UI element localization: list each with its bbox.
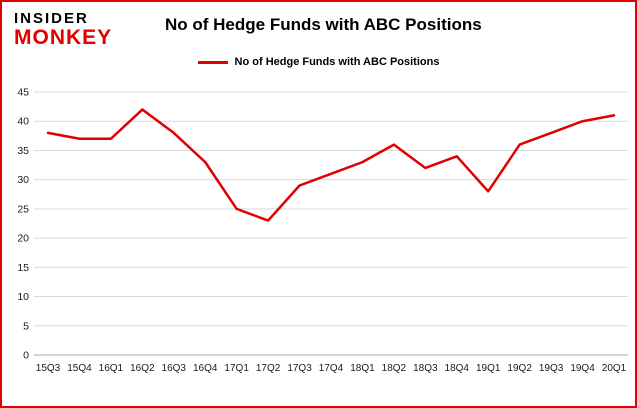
y-tick-label: 35: [17, 145, 29, 157]
logo-text-insider: INSIDER: [14, 10, 89, 27]
plot-area: 0 5 10 15 20 25 30 35 40 45 15Q3 15Q4 16Q1 16Q2 16Q3 16…: [6, 82, 634, 397]
x-tick-label: 16Q2: [130, 363, 155, 374]
chart-title: No of Hedge Funds with ABC Positions: [165, 15, 482, 34]
x-tick-label: 16Q1: [99, 363, 124, 374]
y-tick-label: 25: [17, 203, 29, 215]
x-tick-label: 16Q4: [193, 363, 218, 374]
x-tick-label: 18Q4: [445, 363, 470, 374]
legend: No of Hedge Funds with ABC Positions: [2, 56, 635, 68]
line-chart: 0 5 10 15 20 25 30 35 40 45 15Q3 15Q4 16Q1 16Q2 16Q3 16…: [17, 87, 628, 374]
x-tick-label: 19Q3: [539, 363, 564, 374]
y-tick-label: 5: [23, 320, 29, 332]
y-tick-label: 0: [23, 350, 29, 362]
legend-label: No of Hedge Funds with ABC Positions: [234, 56, 440, 68]
x-tick-label: 17Q1: [224, 363, 249, 374]
y-tick-label: 20: [17, 233, 29, 245]
x-tick-label: 16Q3: [162, 363, 187, 374]
x-tick-label: 19Q4: [570, 363, 595, 374]
y-tick-label: 15: [17, 262, 29, 274]
x-tick-label: 17Q2: [256, 363, 281, 374]
x-tick-label: 17Q4: [319, 363, 344, 374]
insider-monkey-logo: INSIDER MONKEY: [14, 11, 112, 49]
x-tick-label: 18Q2: [382, 363, 407, 374]
series-line: [46, 108, 616, 222]
x-tick-label: 15Q3: [36, 363, 61, 374]
y-tick-label: 30: [17, 174, 29, 186]
y-tick-label: 40: [17, 116, 29, 128]
x-tick-label: 18Q3: [413, 363, 438, 374]
x-tick-label: 20Q1: [602, 363, 627, 374]
y-tick-label: 45: [17, 87, 29, 99]
logo-text-monkey: MONKEY: [14, 25, 113, 49]
x-tick-label: 17Q3: [287, 363, 312, 374]
x-tick-label: 19Q1: [476, 363, 501, 374]
x-tick-label: 18Q1: [350, 363, 375, 374]
x-tick-label: 15Q4: [67, 363, 92, 374]
legend-line-swatch: [197, 60, 228, 64]
y-tick-label: 10: [17, 291, 29, 303]
x-tick-label: 19Q2: [507, 363, 532, 374]
